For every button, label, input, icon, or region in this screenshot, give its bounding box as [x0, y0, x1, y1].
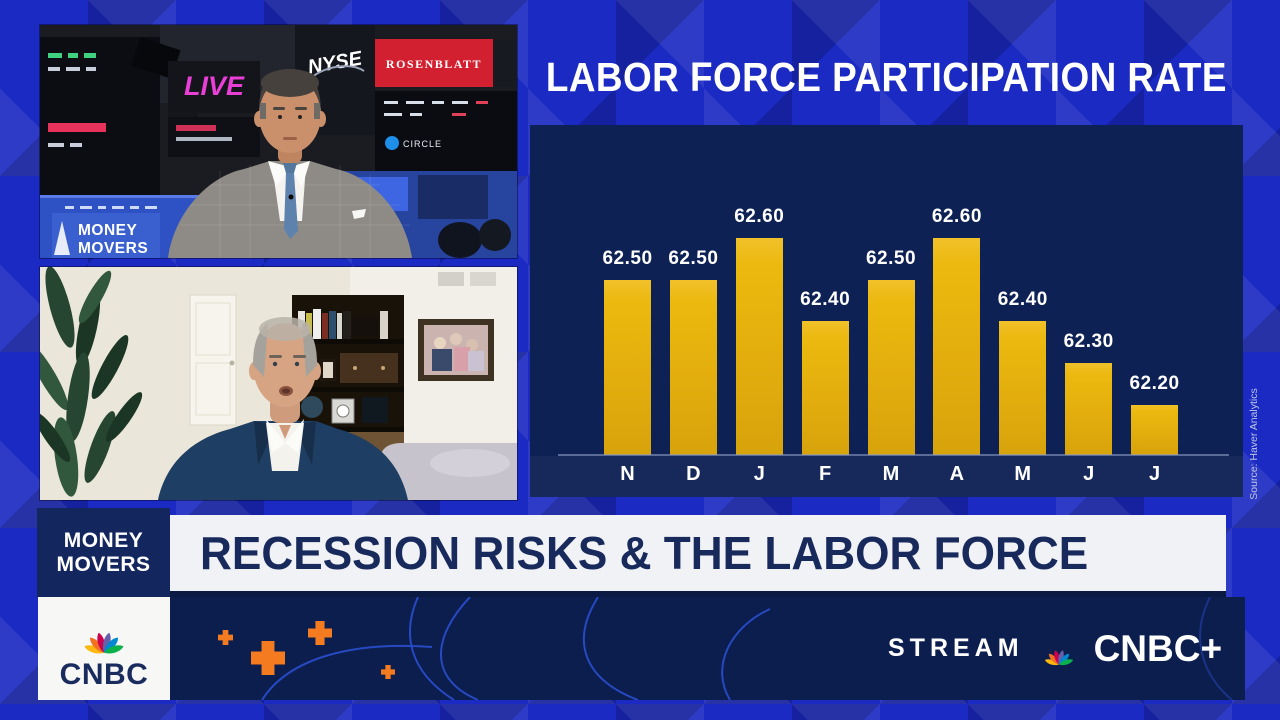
- bar-group: 62.50 62.50 62.60 62.40 62.50 62.60 62.40 62.30…: [602, 125, 1180, 455]
- bar: 62.40: [997, 125, 1048, 455]
- show-badge-line2: MOVERS: [56, 552, 151, 576]
- bar-value-label: 62.50: [668, 248, 719, 269]
- plus-icon: [251, 641, 285, 675]
- bar: 62.50: [668, 125, 719, 455]
- stream-label: STREAM: [888, 634, 1024, 662]
- bar: 62.60: [734, 125, 785, 455]
- anchor-scene: LIVE NYSE ROSENBLATT CIRCLE M: [40, 25, 517, 258]
- video-guest-remote: [27, 266, 517, 500]
- bar-value-label: 62.50: [602, 248, 653, 269]
- chart-baseline: [558, 454, 1229, 456]
- bar-value-label: 62.20: [1129, 373, 1180, 394]
- plus-icon: [218, 630, 233, 645]
- month-label: D: [686, 463, 701, 485]
- bar-value-label: 62.40: [800, 289, 851, 310]
- plus-icon: [308, 621, 332, 645]
- desk-sign-line2: MOVERS: [78, 240, 148, 257]
- cnbc-peacock-icon: [71, 606, 137, 656]
- month-label: A: [949, 463, 965, 485]
- month-label: J: [1148, 463, 1161, 485]
- bar-value-label: 62.50: [865, 248, 917, 269]
- month-label: J: [1083, 463, 1095, 485]
- cnbc-plus-wordmark: CNBC+: [1093, 627, 1223, 669]
- show-badge-line1: MONEY: [63, 528, 144, 552]
- anchor-person: [168, 69, 412, 258]
- bar-value-label: 62.30: [1063, 331, 1114, 352]
- cnbc-logo-box: CNBC: [38, 597, 170, 700]
- month-label: M: [1014, 463, 1032, 485]
- bar: 62.30: [1063, 125, 1114, 455]
- bar-value-label: 62.60: [734, 206, 785, 227]
- bar: 62.50: [865, 125, 917, 455]
- chart-title: LABOR FORCE PARTICIPATION RATE: [530, 46, 1243, 108]
- cnbc-plus-peacock-icon: [1037, 631, 1081, 667]
- footer-strip: STREAM CNBC+: [170, 597, 1245, 700]
- bar: 62.50: [602, 125, 653, 455]
- guest-person: [158, 317, 408, 500]
- bar-value-label: 62.40: [997, 289, 1048, 310]
- video-anchor-nyse: LIVE NYSE ROSENBLATT CIRCLE M: [40, 25, 517, 258]
- bar: 62.60: [931, 125, 982, 455]
- month-label: F: [819, 463, 832, 485]
- stream-promo: STREAM CNBC+: [888, 597, 1222, 700]
- x-axis-strip: [530, 456, 1243, 497]
- banner-shadow: [170, 591, 1226, 597]
- guest-scene: [27, 266, 517, 500]
- show-badge: MONEY MOVERS: [37, 508, 170, 597]
- footer-decoration: [218, 597, 1233, 700]
- month-label: N: [620, 463, 635, 485]
- bar: 62.20: [1129, 125, 1180, 455]
- bar-value-label: 62.60: [931, 206, 982, 227]
- family-photo: [418, 319, 494, 381]
- month-label: J: [753, 463, 765, 485]
- live-badge: LIVE: [184, 71, 245, 101]
- plus-icon: [381, 665, 395, 679]
- cnbc-wordmark: CNBC: [59, 657, 149, 691]
- month-label: M: [882, 463, 900, 485]
- rosenblatt-sign: ROSENBLATT: [386, 57, 482, 71]
- circle-sign: CIRCLE: [403, 139, 442, 149]
- chart-source: Source: Haver Analytics: [1248, 388, 1260, 500]
- bar: 62.40: [800, 125, 851, 455]
- bar-chart: 62.50 62.50 62.60 62.40 62.50 62.60 62.40 62.30…: [530, 125, 1243, 497]
- desk-sign-line1: MONEY: [78, 222, 138, 239]
- headline-banner: RECESSION RISKS & THE LABOR FORCE: [170, 515, 1226, 591]
- chart-title-text: LABOR FORCE PARTICIPATION RATE: [545, 53, 1228, 100]
- headline-text: RECESSION RISKS & THE LABOR FORCE: [200, 527, 1089, 579]
